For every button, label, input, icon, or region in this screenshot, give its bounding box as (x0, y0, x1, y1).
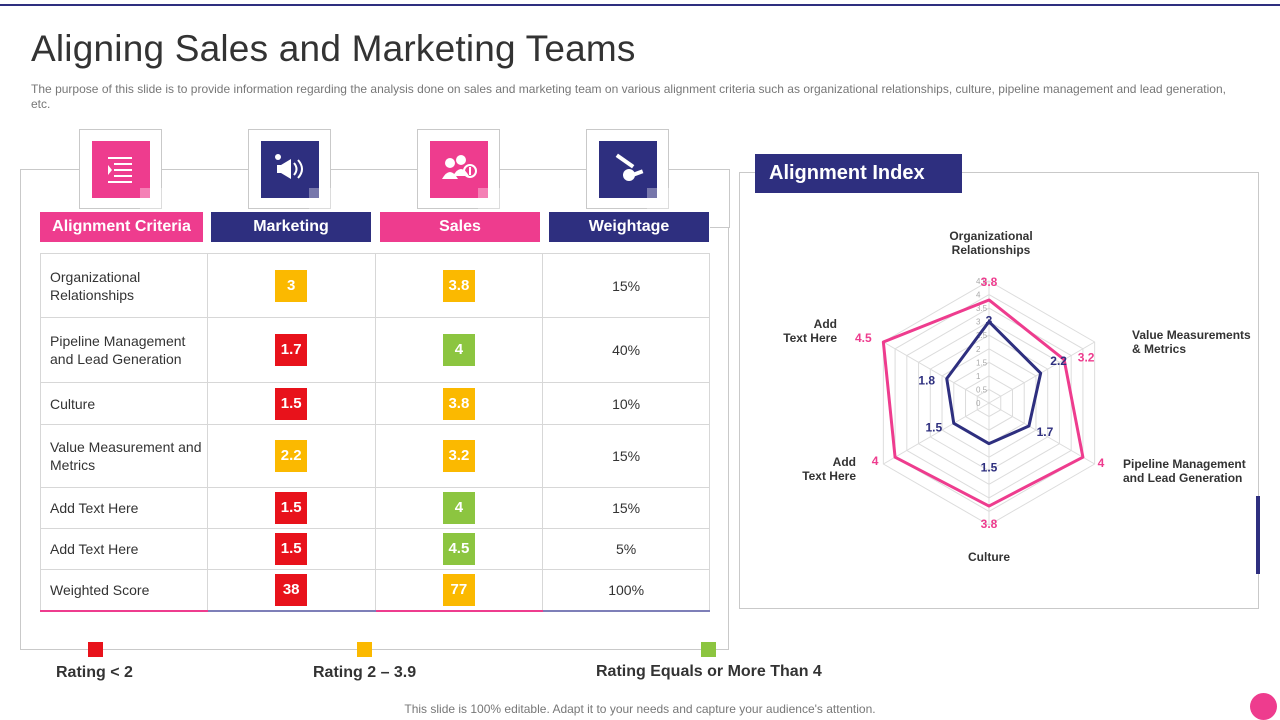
criteria-cell: Pipeline Management and Lead Generation (40, 317, 208, 383)
megaphone-icon (275, 154, 303, 179)
sales-score-badge: 3.2 (442, 440, 475, 472)
radar-tick-label: 1.5 (976, 358, 988, 367)
criteria-cell: Add Text Here (40, 528, 208, 570)
frame-connector (710, 169, 730, 228)
sales-score-badge: 4 (442, 334, 475, 366)
marketing-score-badge: 38 (275, 573, 308, 606)
marketing-score-badge: 2.2 (275, 440, 308, 472)
criteria-cell: Culture (40, 382, 208, 425)
radar-tick-label: 4.5 (976, 277, 988, 286)
radar-data-label: 4 (1098, 456, 1105, 470)
header-sales: Sales (380, 212, 540, 242)
marketing-score-badge: 1.5 (275, 387, 308, 420)
radar-data-label: 3.2 (1078, 351, 1095, 365)
weightage-cell: 5% (542, 528, 710, 570)
radar-tick-label: 3.5 (976, 304, 988, 313)
sales-score-badge: 4.5 (442, 533, 475, 565)
accent-bar (1256, 496, 1260, 574)
weightage-cell: 100% (542, 569, 710, 612)
weightage-icon-box (586, 129, 669, 210)
footer-note: This slide is 100% editable. Adapt it to… (404, 702, 876, 716)
table-row: Culture 1.5 3.8 10% (40, 382, 710, 425)
sales-icon-box (417, 129, 500, 210)
marketing-score-badge: 3 (275, 269, 308, 302)
radar-tick-label: 4 (976, 291, 981, 300)
table-row: Organizational Relationships 3 3.8 15% (40, 253, 710, 318)
radar-data-label: 4 (872, 454, 879, 468)
alignment-table: Organizational Relationships 3 3.8 15% Pipel… (40, 253, 710, 612)
radar-series-1 (945, 320, 1043, 446)
radar-axis-label: Pipeline Management and Lead Generation (1123, 457, 1246, 485)
marketing-icon-box (248, 129, 331, 210)
radar-axis-label: Add Text Here (783, 317, 837, 345)
radar-data-label: 2.2 (1050, 354, 1067, 368)
table-row: Add Text Here 1.5 4 15% (40, 487, 710, 529)
sales-score-badge: 4 (442, 492, 475, 524)
legend-label-high: Rating Equals or More Than 4 (596, 663, 822, 680)
criteria-cell: Weighted Score (40, 569, 208, 612)
page-title: Aligning Sales and Marketing Teams (31, 28, 636, 69)
weightage-cell: 40% (542, 317, 710, 383)
weightage-cell: 10% (542, 382, 710, 425)
weightage-cell: 15% (542, 487, 710, 529)
radar-axis-label: Add Text Here (802, 455, 856, 483)
list-icon (108, 157, 132, 183)
table-row: Value Measurement and Metrics 2.2 3.2 15% (40, 424, 710, 488)
marketing-score-badge: 1.5 (275, 533, 308, 565)
criteria-cell: Value Measurement and Metrics (40, 424, 208, 488)
radar-spoke (883, 341, 990, 404)
radar-data-label: 3 (986, 314, 993, 328)
legend-swatch-amber (357, 642, 372, 657)
corner-dot (1250, 693, 1277, 720)
radar-spoke (988, 402, 1095, 465)
alignment-index-title: Alignment Index (755, 154, 962, 193)
team-dollar-icon (442, 155, 477, 179)
radar-tick-label: 0.5 (976, 385, 988, 394)
legend-label-mid: Rating 2 – 3.9 (313, 664, 417, 681)
radar-data-label: 1.5 (925, 420, 942, 434)
radar-tick-label: 0 (976, 399, 981, 408)
criteria-cell: Add Text Here (40, 487, 208, 529)
radar-tick-label: 2 (976, 345, 981, 354)
table-row: Weighted Score 38 77 100% (40, 569, 710, 612)
criteria-cell: Organizational Relationships (40, 253, 208, 318)
sales-score-badge: 3.8 (442, 387, 475, 420)
radar-axis-label: Culture (968, 550, 1010, 564)
weightage-cell: 15% (542, 424, 710, 488)
criteria-frame (20, 169, 729, 650)
sales-score-badge: 3.8 (442, 269, 475, 302)
radar-chart: 00.511.522.533.544.532.21.71.51.51.83.83… (783, 229, 1251, 564)
radar-spoke (883, 402, 990, 465)
sales-score-badge: 77 (442, 573, 475, 606)
criteria-icon-box (79, 129, 162, 210)
table-row: Add Text Here 1.5 4.5 5% (40, 528, 710, 570)
page-subtitle: The purpose of this slide is to provide … (31, 82, 1226, 111)
radar-tick-label: 1 (976, 372, 981, 381)
header-marketing: Marketing (211, 212, 371, 242)
radar-data-label: 1.5 (981, 461, 998, 475)
legend-swatch-red (88, 642, 103, 657)
marketing-score-badge: 1.7 (275, 334, 308, 366)
radar-data-label: 1.8 (918, 374, 935, 388)
legend-label-low: Rating < 2 (56, 664, 133, 681)
radar-tick-label: 2.5 (976, 331, 988, 340)
radar-series-2 (881, 298, 1085, 508)
marketing-score-badge: 1.5 (275, 492, 308, 524)
radar-axis-label: Organizational Relationships (949, 229, 1032, 257)
radar-data-label: 3.8 (981, 275, 998, 289)
radar-data-label: 1.7 (1037, 425, 1054, 439)
alignment-index-frame (739, 172, 1259, 609)
satellite-icon (615, 153, 644, 181)
radar-data-label: 4.5 (855, 331, 872, 345)
radar-data-label: 3.8 (981, 517, 998, 531)
radar-axis-label: Value Measurements & Metrics (1132, 328, 1251, 356)
weightage-cell: 15% (542, 253, 710, 318)
header-alignment-criteria: Alignment Criteria (40, 212, 203, 242)
table-row: Pipeline Management and Lead Generation 1… (40, 317, 710, 383)
radar-tick-label: 3 (976, 318, 981, 327)
legend-swatch-green (701, 642, 716, 657)
top-rule (0, 4, 1280, 6)
header-weightage: Weightage (549, 212, 709, 242)
